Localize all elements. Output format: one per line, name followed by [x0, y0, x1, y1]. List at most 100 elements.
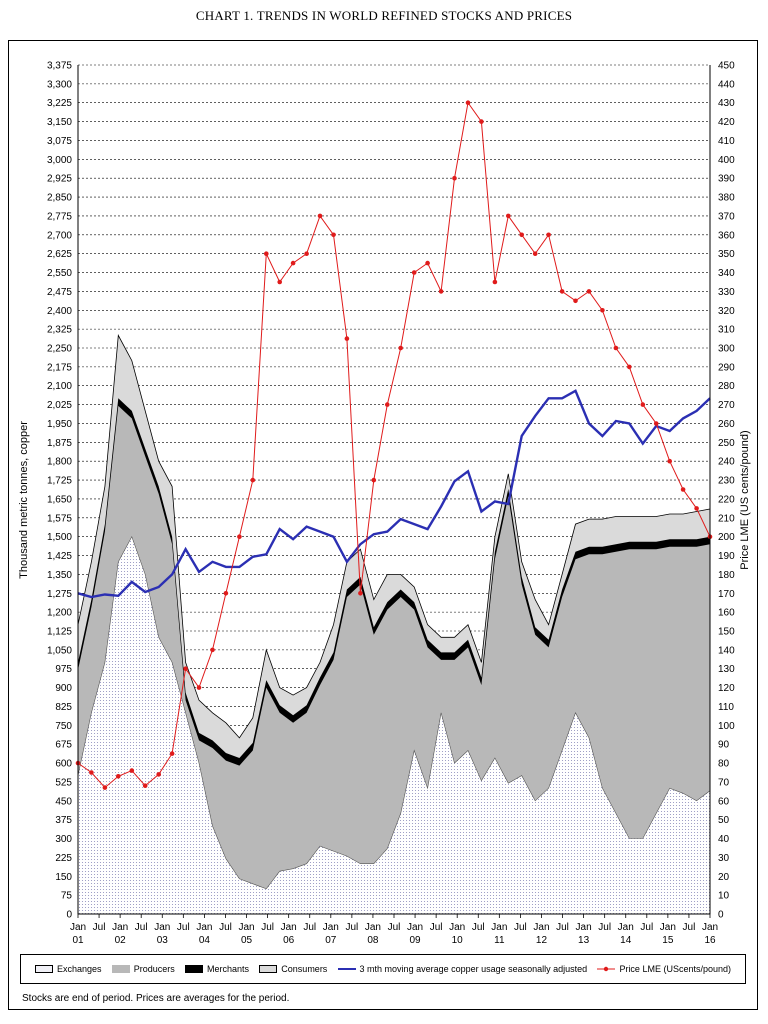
- legend-label-price: Price LME (UScents/pound): [619, 964, 731, 974]
- y2-tick-label: 220: [718, 494, 735, 505]
- price-point: [385, 402, 390, 407]
- y-tick-label: 3,300: [47, 79, 72, 90]
- y-tick-label: 75: [61, 891, 73, 902]
- chart-title: CHART 1. TRENDS IN WORLD REFINED STOCKS …: [195, 8, 573, 23]
- x-tick-month: Jul: [388, 922, 401, 933]
- y2-tick-label: 350: [718, 249, 735, 260]
- x-tick-month: Jul: [345, 922, 358, 933]
- y-tick-label: 1,500: [47, 532, 72, 543]
- x-tick-year: 06: [283, 935, 295, 946]
- legend-item-consumers: Consumers: [259, 964, 327, 974]
- price-point: [290, 260, 296, 266]
- price-point: [573, 298, 578, 304]
- x-tick-year: 14: [620, 935, 632, 946]
- x-tick-year: 10: [452, 935, 464, 946]
- x-tick-year: 07: [325, 935, 337, 946]
- y-axis-left-ticks: 0 75 150 225 300 375 450 525 600 675 750 825 900 975 1…: [47, 61, 72, 921]
- y2-tick-label: 410: [718, 136, 735, 147]
- y2-axis-title: Price LME (US cents/pound): [739, 430, 751, 569]
- legend-label-producers: Producers: [133, 964, 175, 974]
- legend-label-exchanges: Exchanges: [57, 964, 102, 974]
- price-point: [237, 534, 242, 539]
- x-tick-month: Jul: [135, 922, 148, 933]
- y-tick-label: 525: [55, 777, 72, 788]
- price-point: [694, 506, 699, 511]
- y-tick-label: 1,575: [47, 513, 72, 524]
- y-tick-label: 2,550: [47, 268, 72, 279]
- x-tick-year: 02: [115, 935, 127, 946]
- merchants-swatch: [185, 965, 204, 973]
- price-point: [196, 685, 202, 690]
- y2-tick-label: 100: [718, 721, 735, 732]
- price-point: [532, 251, 538, 256]
- y2-tick-label: 60: [718, 796, 730, 807]
- legend-item-producers: Producers: [111, 964, 175, 974]
- price-point: [411, 270, 417, 275]
- y2-tick-label: 340: [718, 268, 735, 279]
- x-tick-year: 09: [410, 935, 422, 946]
- legend-label-usage: 3 mth moving average copper usage season…: [359, 964, 588, 974]
- price-point: [425, 260, 430, 266]
- x-tick-year: 15: [662, 935, 674, 946]
- y2-tick-label: 290: [718, 362, 735, 373]
- price-point: [183, 666, 188, 671]
- x-tick-month: Jan: [702, 922, 718, 933]
- x-tick-month: Jan: [70, 922, 86, 933]
- y-tick-label: 2,850: [47, 193, 72, 204]
- y2-tick-label: 250: [718, 438, 735, 449]
- y2-tick-label: 440: [718, 79, 735, 90]
- y2-tick-label: 380: [718, 193, 735, 204]
- y-axis-title: Thousand metric tonnes, copper: [18, 421, 30, 579]
- producers-swatch: [111, 965, 130, 973]
- y2-tick-label: 120: [718, 683, 735, 694]
- x-tick-month: Jan: [491, 922, 507, 933]
- price-point: [344, 336, 350, 341]
- y2-tick-label: 280: [718, 381, 735, 392]
- y2-tick-label: 200: [718, 532, 735, 543]
- x-tick-month: Jan: [407, 922, 423, 933]
- usage-line: [77, 389, 711, 599]
- price-point: [600, 308, 605, 313]
- y-tick-label: 2,250: [47, 344, 72, 355]
- price-point: [210, 647, 215, 653]
- x-tick-month: Jan: [154, 922, 170, 933]
- x-tick-month: Jul: [177, 922, 190, 933]
- y2-tick-label: 90: [718, 740, 730, 751]
- exchanges-swatch: [35, 965, 53, 973]
- y-tick-label: 975: [55, 664, 72, 675]
- price-line: [77, 101, 711, 789]
- x-tick-month: Jul: [556, 922, 569, 933]
- price-point: [169, 751, 175, 756]
- price-point: [116, 774, 121, 779]
- x-tick-month: Jan: [660, 922, 676, 933]
- price-point: [358, 591, 363, 596]
- y-tick-label: 450: [55, 796, 72, 807]
- price-point: [586, 289, 592, 294]
- legend-item-price: Price LME (UScents/pound): [597, 964, 731, 974]
- price-point: [304, 251, 309, 256]
- y2-tick-label: 30: [718, 853, 730, 864]
- x-tick-month: Jan: [281, 922, 297, 933]
- y2-tick-label: 10: [718, 891, 730, 902]
- x-tick-month: Jul: [303, 922, 316, 933]
- y2-tick-label: 320: [718, 306, 735, 317]
- y-tick-label: 1,050: [47, 645, 72, 656]
- price-point: [89, 770, 94, 775]
- y-tick-label: 3,375: [47, 61, 72, 72]
- price-point: [479, 119, 484, 124]
- price-point: [102, 785, 108, 790]
- x-tick-month: Jan: [112, 922, 128, 933]
- legend-item-merchants: Merchants: [185, 964, 249, 974]
- price-point: [492, 279, 498, 285]
- y-tick-label: 2,175: [47, 362, 72, 373]
- price-point: [465, 100, 471, 105]
- price-point: [277, 279, 283, 285]
- price-point: [438, 289, 444, 294]
- y2-tick-label: 110: [718, 702, 734, 713]
- x-tick-year: 12: [536, 935, 548, 946]
- x-tick-month: Jul: [598, 922, 611, 933]
- y2-tick-label: 360: [718, 230, 735, 241]
- x-tick-month: Jan: [238, 922, 254, 933]
- stock-areas: [77, 334, 711, 915]
